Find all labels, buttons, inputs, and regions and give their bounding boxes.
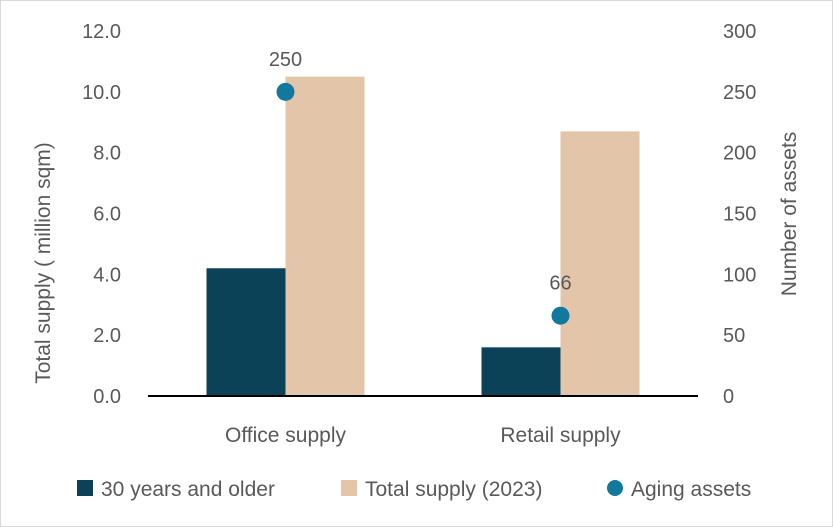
aging-assets-data-label: 66 [549,273,571,295]
bar-total-supply-2023--1 [560,131,640,396]
aging-assets-point-0 [276,82,295,101]
right-axis-ticks: 0 50 100 150 200 250 300 [723,21,756,408]
y2-tick-label: 0 [723,386,734,408]
bar-30-years-and-older-0 [206,268,286,396]
y-tick-label: 6.0 [93,204,121,226]
y2-axis-title: Number of assets [778,132,801,297]
y-tick-label: 2.0 [93,325,121,347]
legend-marker [77,480,93,496]
y2-tick-label: 100 [723,264,756,286]
y-tick-label: 4.0 [93,264,121,286]
legend-label: Total supply (2023) [365,478,542,501]
category-labels: Office supply Retail supply [225,424,621,447]
y2-tick-label: 200 [723,143,756,165]
y-axis-title: Total supply ( million sqm) [32,142,55,384]
bar-total-supply-2023--0 [285,76,365,396]
y2-tick-label: 150 [723,204,756,226]
category-label: Office supply [225,424,347,447]
bars-group [206,76,640,396]
y2-tick-label: 250 [723,82,756,104]
y-tick-label: 10.0 [82,82,121,104]
left-axis-ticks: 0.0 2.0 4.0 6.0 8.0 10.0 12.0 [82,21,121,408]
y-tick-label: 0.0 [93,386,121,408]
y-tick-label: 12.0 [82,21,121,43]
aging-assets-point-1 [551,306,570,325]
legend-label: 30 years and older [101,478,275,501]
legend-marker [341,480,357,496]
legend-marker [607,480,623,496]
legend-label: Aging assets [631,478,751,501]
legend: 30 years and older Total supply (2023) Agi… [77,478,751,501]
y2-tick-label: 300 [723,21,756,43]
bar-30-years-and-older-1 [481,347,561,396]
y2-tick-label: 50 [723,325,745,347]
aging-assets-data-label: 250 [269,49,302,71]
y-tick-label: 8.0 [93,143,121,165]
category-label: Retail supply [500,424,621,447]
points-group: 250 66 [269,49,572,325]
